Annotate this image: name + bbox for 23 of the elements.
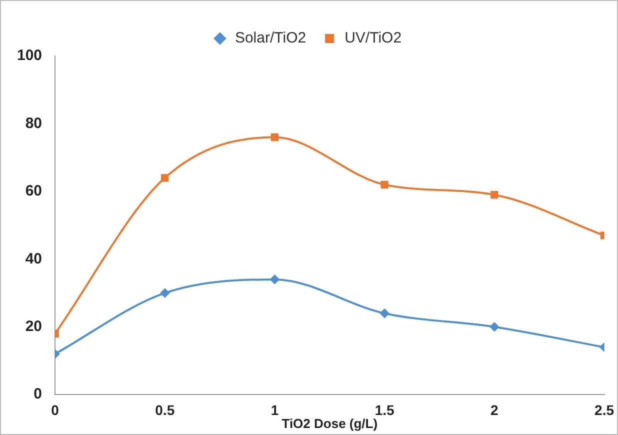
- y-tick-label: 80: [25, 114, 42, 132]
- point: [380, 308, 390, 318]
- point: [161, 174, 169, 182]
- y-tick-label: 100: [16, 47, 42, 64]
- point: [270, 274, 280, 284]
- x-tick-label: 1.5: [374, 402, 395, 418]
- x-tick-label: 1: [270, 402, 279, 418]
- point: [380, 180, 388, 188]
- point: [160, 288, 170, 298]
- y-tick-label: 0: [34, 386, 42, 403]
- x-tick-label: 2.5: [594, 402, 614, 418]
- y-tick-label: 60: [25, 182, 42, 200]
- x-tick-label: 2: [490, 402, 499, 418]
- legend-label: UV/TiO2: [344, 30, 402, 47]
- x-tick-label: 0: [51, 402, 60, 418]
- point: [490, 322, 499, 332]
- y-tick-label: 40: [25, 250, 42, 268]
- y-tick-label: 20: [25, 318, 42, 336]
- x-tick-label: 0.5: [155, 402, 175, 418]
- x-axis-title: TiO2 Dose (g/L): [282, 416, 378, 431]
- point: [490, 191, 498, 199]
- legend-label: Solar/TiO2: [234, 30, 306, 47]
- point: [270, 133, 279, 142]
